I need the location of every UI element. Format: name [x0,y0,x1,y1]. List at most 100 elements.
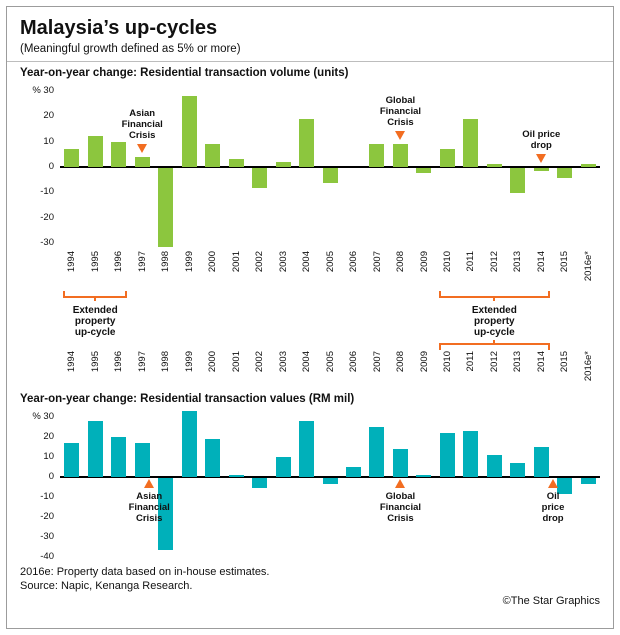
year-label-cell: 2000 [201,251,224,291]
year-label-cell: 2008 [389,251,412,291]
bar-2015 [557,168,572,178]
bar-2002 [252,168,267,188]
year-label: 1998 [160,251,172,273]
year-label-cell: 2016e* [577,351,600,391]
bar-2006 [346,467,361,477]
year-label-cell: 2015 [553,351,576,391]
year-label-cell: 1998 [154,251,177,291]
year-label-cell: 1996 [107,251,130,291]
infographic-frame: Malaysia’s up-cycles (Meaningful growth … [6,6,614,629]
y-tick-label: -10 [40,186,54,198]
year-label-cell: 2011 [459,251,482,291]
year-label: 2015 [559,251,571,273]
bar-2001 [229,475,244,477]
bar-2000 [205,144,220,167]
bar-1996 [111,142,126,167]
year-label-cell: 2012 [483,251,506,291]
bar-1997 [135,443,150,477]
year-label: 2002 [254,351,266,373]
year-label-cell: 2001 [224,351,247,391]
bar-1996 [111,437,126,477]
zero-axis-line [60,166,600,168]
year-label: 2004 [301,351,313,373]
bar-1998 [158,478,173,550]
year-label-cell: 1995 [83,251,106,291]
bar-2015 [557,478,572,494]
year-label-cell: 2014 [530,251,553,291]
y-tick-label: -20 [40,211,54,223]
asian-financial-crisis-arrow [144,479,155,488]
y-tick-label: % 30 [32,84,54,96]
footnote-estimates: 2016e: Property data based on in-house e… [20,566,270,578]
year-label: 2006 [348,351,360,373]
chart2-title: Year-on-year change: Residential transac… [20,393,355,405]
y-tick-label: 20 [43,431,54,442]
year-label-cell: 2014 [530,351,553,391]
year-label: 2003 [277,251,289,273]
year-label: 1995 [89,251,101,273]
global-financial-crisis-label: Global Financial Crisis [379,491,422,524]
bar-2003 [276,457,291,477]
y-tick-label: -30 [40,237,54,249]
year-label: 1998 [160,351,172,373]
oil-price-drop-label: Oil price drop [522,129,561,152]
y-tick-label: 10 [43,451,54,462]
bar-2012 [487,455,502,477]
year-label: 2001 [230,251,242,273]
year-label: 1994 [66,351,78,373]
global-financial-crisis-arrow [395,131,406,141]
zero-axis-line [60,476,600,478]
year-label-cell: 2013 [506,351,529,391]
bar-2001 [229,159,244,167]
bar-2016e* [581,164,596,167]
bar-2008 [393,144,408,167]
bar-2014 [534,168,549,171]
year-label: 2000 [207,351,219,373]
year-label-cell: 2015 [553,251,576,291]
year-label: 2010 [441,351,453,373]
bar-1995 [88,421,103,477]
year-label: 2009 [418,251,430,273]
year-label-cell: 2012 [483,351,506,391]
year-label: 2012 [488,251,500,273]
bar-2011 [463,119,478,167]
year-label: 2001 [230,351,242,373]
chart1-title: Year-on-year change: Residential transac… [20,67,349,79]
year-label: 2003 [277,351,289,373]
year-label: 2013 [512,351,524,373]
header-divider [7,61,613,62]
year-label: 2002 [254,251,266,273]
bar-1995 [88,136,103,167]
bar-2009 [416,475,431,477]
credit: ©The Star Graphics [502,595,600,607]
year-axis-bottom: 1994 1995 1996 1997 1998 1999 2000 2001 2002 2003… [60,351,600,391]
bar-2004 [299,421,314,477]
year-label-cell: 2009 [412,351,435,391]
right-upcycle-bracket-top [438,291,551,301]
year-label-cell: 2016e* [577,251,600,291]
y-tick-label: -10 [40,491,54,502]
year-label: 2006 [348,251,360,273]
year-label: 2016e* [582,351,594,382]
bar-1994 [64,149,79,167]
bar-2011 [463,431,478,477]
year-label: 1996 [113,351,125,373]
year-label-cell: 2003 [271,251,294,291]
oil-price-drop-arrow [548,479,559,488]
bar-1997 [135,157,150,167]
y-tick-label: % 30 [32,411,54,422]
year-label: 1994 [66,251,78,273]
bar-2007 [369,427,384,477]
year-label-cell: 2007 [365,251,388,291]
bar-1999 [182,96,197,167]
year-label: 2014 [535,351,547,373]
year-label: 1999 [183,351,195,373]
year-label-cell: 1999 [177,351,200,391]
year-label-cell: 1999 [177,251,200,291]
global-financial-crisis-arrow [395,479,406,488]
y-tick-label: 0 [48,471,54,482]
footnotes: 2016e: Property data based on in-house e… [20,565,600,593]
left-upcycle-label: Extended property up-cycle [72,305,118,338]
year-label: 2013 [512,251,524,273]
year-label: 2008 [395,251,407,273]
